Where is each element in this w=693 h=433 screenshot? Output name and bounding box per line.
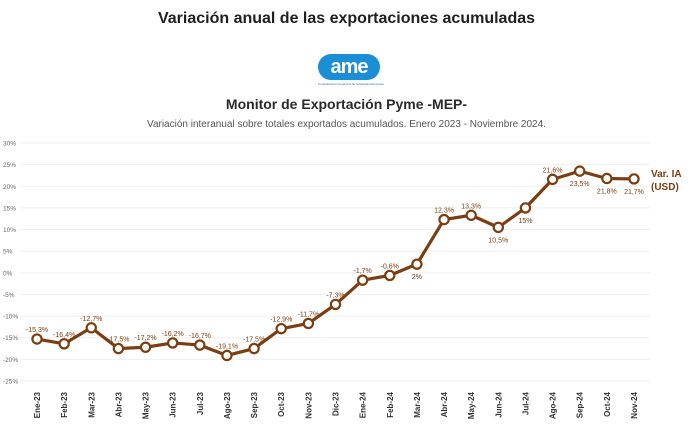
y-tick-label: 10% — [3, 227, 16, 234]
data-label: -16,2% — [162, 331, 184, 338]
y-tick-label: -5% — [3, 292, 15, 299]
data-point — [601, 172, 613, 185]
data-label: -16,4% — [53, 332, 75, 339]
data-label: 23,5% — [570, 181, 590, 188]
x-tick-label: Oct-23 — [277, 391, 286, 416]
x-tick-label: Ene-24 — [359, 391, 368, 418]
came-logo: ame Confederación Argentina de la Median… — [318, 54, 388, 88]
x-tick-label: Ago-23 — [223, 391, 232, 419]
x-tick-label: Ago-24 — [549, 391, 558, 419]
x-tick-label: Sep-24 — [576, 391, 585, 418]
data-label: -7,3% — [326, 292, 344, 299]
data-point — [58, 338, 70, 350]
y-tick-label: 5% — [3, 249, 13, 256]
y-tick-label: -10% — [3, 314, 18, 321]
x-tick-label: Mar-23 — [87, 391, 96, 417]
data-label: -15,3% — [26, 327, 48, 334]
x-tick-label: Jun-24 — [494, 391, 503, 417]
x-tick-label: Nov-23 — [304, 391, 313, 418]
data-point — [574, 165, 586, 177]
x-tick-label: May-23 — [142, 391, 151, 419]
x-tick-label: Jul-23 — [196, 391, 205, 415]
data-point — [31, 333, 43, 345]
data-point — [329, 298, 342, 311]
y-tick-label: -25% — [3, 379, 18, 386]
data-point — [112, 342, 125, 355]
x-tick-label: May-24 — [467, 391, 476, 419]
y-tick-label: 25% — [3, 162, 16, 169]
data-label: 12,3% — [434, 208, 454, 215]
data-point — [221, 349, 233, 362]
data-point — [465, 209, 477, 221]
y-tick-label: -20% — [3, 357, 18, 364]
chart-subtitle: Variación interanual sobre totales expor… — [147, 119, 546, 130]
data-label: 15% — [518, 218, 532, 225]
logo-wordmark: ame — [318, 54, 380, 80]
data-label: -19,1% — [216, 343, 238, 350]
data-point — [85, 322, 97, 334]
data-point — [139, 341, 152, 353]
data-point — [546, 173, 559, 186]
x-tick-label: Ene-23 — [33, 391, 42, 418]
data-label: 21,6% — [543, 167, 563, 174]
data-point — [302, 317, 315, 330]
data-label: 13,3% — [461, 203, 481, 210]
data-label: -0,6% — [381, 263, 399, 270]
legend-label-unit: (USD) — [651, 182, 679, 193]
data-label: -16,7% — [189, 333, 211, 340]
y-tick-label: 0% — [3, 270, 13, 277]
x-tick-label: Dic-23 — [332, 391, 341, 416]
data-point — [356, 274, 369, 286]
x-tick-label: Abr-23 — [114, 391, 123, 417]
data-label: -17,2% — [134, 335, 156, 342]
data-point — [166, 337, 179, 349]
data-point — [275, 322, 287, 335]
x-tick-label: Sep-23 — [250, 391, 259, 418]
data-label: -11,7% — [298, 311, 320, 318]
x-tick-label: Jul-24 — [521, 391, 530, 415]
data-point — [438, 213, 450, 226]
data-label: 2% — [412, 274, 422, 281]
y-tick-label: 15% — [3, 205, 16, 212]
data-label: -12,9% — [270, 317, 292, 324]
x-tick-label: Feb-23 — [60, 391, 69, 417]
x-tick-label: Nov-24 — [630, 391, 639, 418]
y-tick-label: 20% — [3, 184, 16, 191]
x-tick-label: Jun-23 — [169, 391, 178, 417]
data-label: -17,5% — [243, 337, 265, 344]
data-point — [628, 173, 640, 185]
data-label: -17,5% — [107, 337, 129, 344]
x-tick-label: Mar-24 — [413, 391, 422, 417]
data-label: -12,7% — [80, 316, 102, 323]
data-label: 10,5% — [488, 237, 508, 244]
data-point — [411, 258, 423, 270]
data-label: 21,7% — [624, 189, 644, 196]
chart-title: Monitor de Exportación Pyme -MEP- — [225, 96, 468, 112]
data-point — [384, 269, 396, 282]
legend-label: Var. IA — [651, 169, 682, 180]
page-title: Variación anual de las exportaciones acu… — [157, 10, 536, 27]
data-label: -1,7% — [353, 268, 371, 275]
data-point — [519, 202, 532, 214]
x-tick-label: Feb-24 — [386, 391, 395, 417]
x-tick-label: Oct-24 — [603, 391, 612, 416]
y-tick-label: 30% — [3, 141, 16, 148]
x-tick-label: Abr-24 — [440, 391, 449, 417]
data-point — [248, 342, 260, 355]
logo-tagline: Confederación Argentina de la Mediana Em… — [318, 82, 384, 86]
data-point — [492, 221, 505, 234]
data-label: 21,8% — [597, 188, 617, 195]
series-line — [35, 169, 636, 358]
y-tick-label: -15% — [3, 335, 18, 342]
data-point — [194, 339, 206, 351]
